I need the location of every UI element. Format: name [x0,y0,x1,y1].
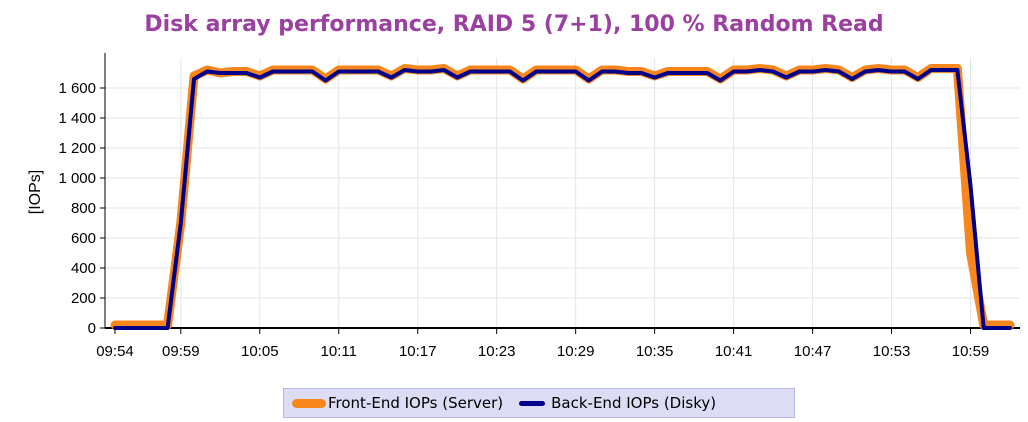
gridlines [105,58,1020,328]
legend-label-front-end: Front-End IOPs (Server) [328,394,504,412]
x-tick-label: 10:47 [794,343,832,360]
tick-labels: 0 200 400 600 800 1 000 1 200 1 400 1 600 09:54 09… [58,80,989,360]
series-lines [110,64,1015,330]
y-tick-label: 800 [71,200,96,217]
x-tick-label: 10:11 [321,343,357,360]
x-tick-label: 10:41 [715,343,753,360]
legend-item-front-end[interactable]: Front-End IOPs (Server) [292,394,503,412]
x-tick-label: 10:29 [557,343,595,360]
legend: Front-End IOPs (Server) Back-End IOPs (D… [283,388,795,418]
y-tick-label: 600 [71,230,96,247]
x-tick-label: 10:17 [399,343,437,360]
y-tick-label: 200 [71,290,96,307]
x-tick-label: 10:05 [241,343,279,360]
x-tick-label: 10:59 [952,343,990,360]
y-tick-label: 1 000 [58,170,96,187]
series-line-front-end [110,64,1015,330]
x-tick-label: 10:53 [873,343,911,360]
y-tick-label: 0 [88,320,96,337]
legend-item-back-end[interactable]: Back-End IOPs (Disky) [519,394,716,412]
legend-swatch-back-end [519,400,546,406]
axes [100,53,1020,334]
chart-title: Disk array performance, RAID 5 (7+1), 10… [144,12,884,37]
legend-swatch-front-end [292,398,326,408]
legend-label-back-end: Back-End IOPs (Disky) [551,394,717,412]
y-tick-label: 1 200 [58,140,96,157]
x-tick-label: 09:54 [96,343,134,360]
y-tick-label: 400 [71,260,96,277]
y-tick-label: 1 600 [58,80,96,97]
y-axis-label: [IOPs] [27,170,44,214]
x-tick-label: 09:59 [162,343,200,360]
series-line-back-end [113,68,1012,330]
x-tick-label: 10:23 [478,343,516,360]
y-tick-label: 1 400 [58,110,96,127]
x-tick-label: 10:35 [636,343,674,360]
